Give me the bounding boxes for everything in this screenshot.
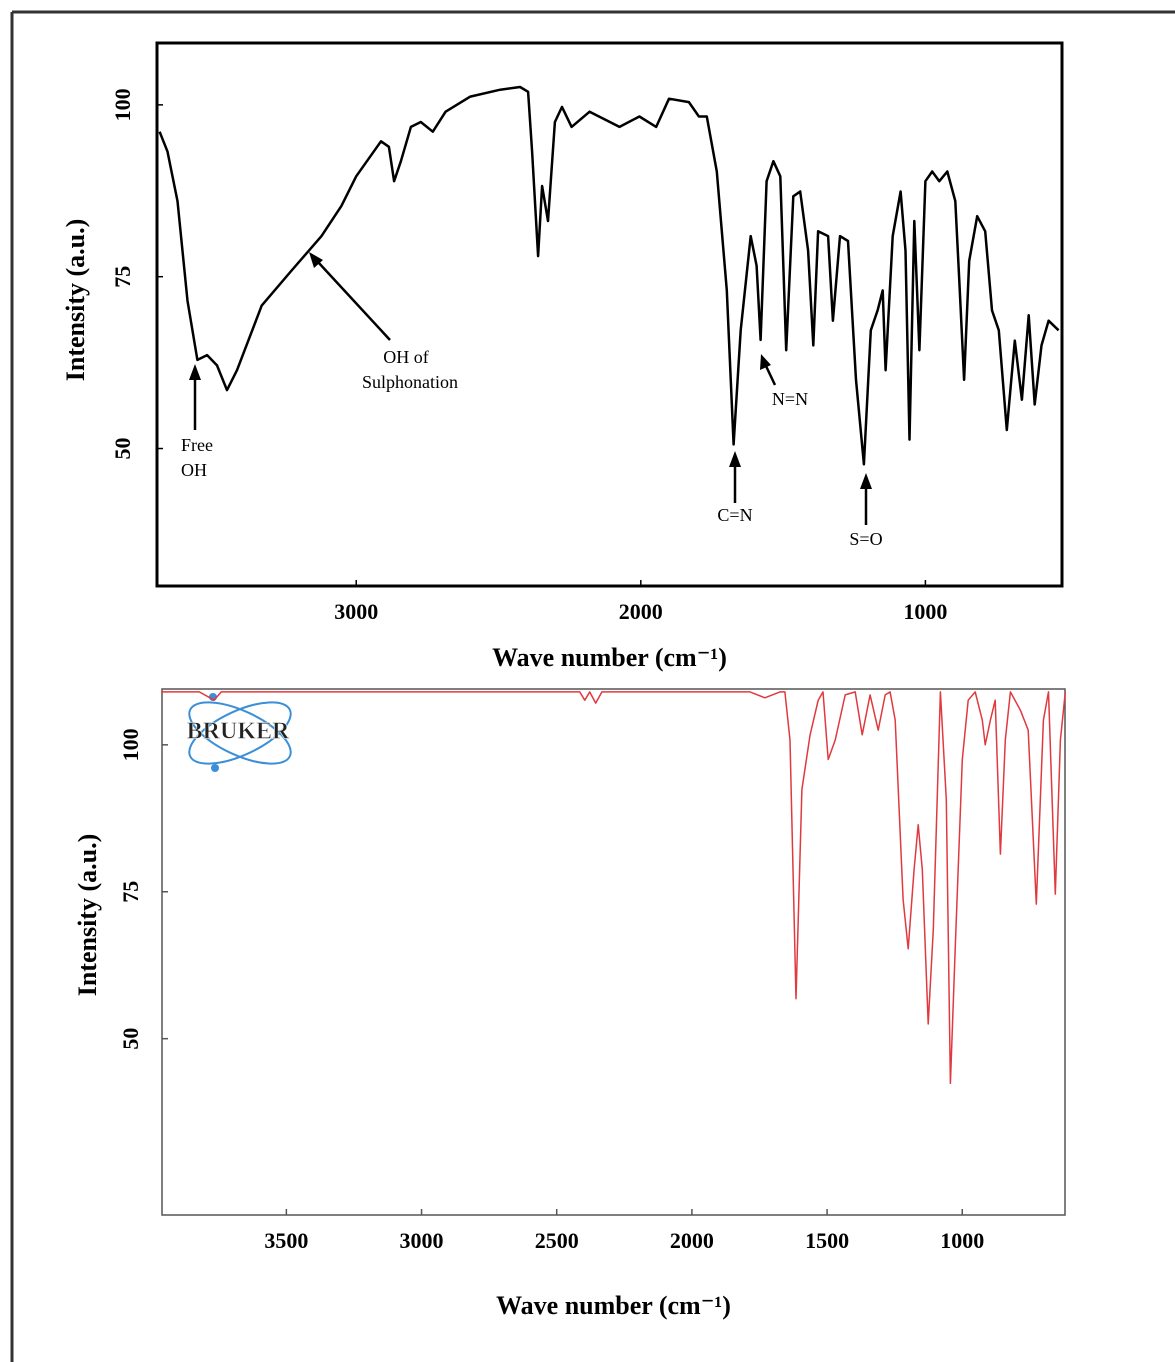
y-tick-label: 50: [118, 1028, 143, 1050]
y-tick-label: 75: [110, 266, 135, 288]
y-tick-label: 50: [110, 438, 135, 460]
arrows: [189, 252, 872, 525]
y-tick-label: 100: [118, 728, 143, 761]
x-tick-label: 3000: [400, 1228, 444, 1253]
y-axis-label: Intensity (a.u.): [61, 219, 90, 382]
x-tick-label: 2500: [535, 1228, 579, 1253]
x-tick-label: 2000: [670, 1228, 714, 1253]
x-tick-label: 1500: [805, 1228, 849, 1253]
y-tick-label: 100: [110, 88, 135, 121]
x-tick-label: 1000: [903, 599, 947, 624]
annotation: OH: [181, 460, 207, 480]
annotation: S=O: [849, 529, 882, 549]
x-axis-label: Wave number (cm⁻¹): [496, 1291, 731, 1320]
annotation: C=N: [717, 505, 752, 525]
bruker-logo: BRUKER: [186, 693, 292, 772]
y-tick-label: 75: [118, 881, 143, 903]
annotation: Free: [181, 435, 213, 455]
plot-frame: [161, 688, 1066, 1216]
y-axis-label: Intensity (a.u.): [73, 834, 102, 997]
plot-frame: [155, 41, 1064, 588]
spectrum-line: [161, 691, 1067, 1085]
logo-text: BRUKER: [187, 719, 290, 745]
annotations: Free OH OH of Sulphonation N=N C=N S=O: [181, 347, 883, 549]
x-tick-label: 1000: [940, 1228, 984, 1253]
x-tick-label: 2000: [619, 599, 663, 624]
x-tick-label: 3500: [264, 1228, 308, 1253]
x-axis-label: Wave number (cm⁻¹): [492, 643, 727, 672]
annotation: N=N: [772, 389, 808, 409]
x-tick-label: 3000: [334, 599, 378, 624]
annotation: OH of: [383, 347, 429, 367]
annotation: Sulphonation: [362, 372, 458, 392]
spectrum-line: [158, 85, 1060, 466]
